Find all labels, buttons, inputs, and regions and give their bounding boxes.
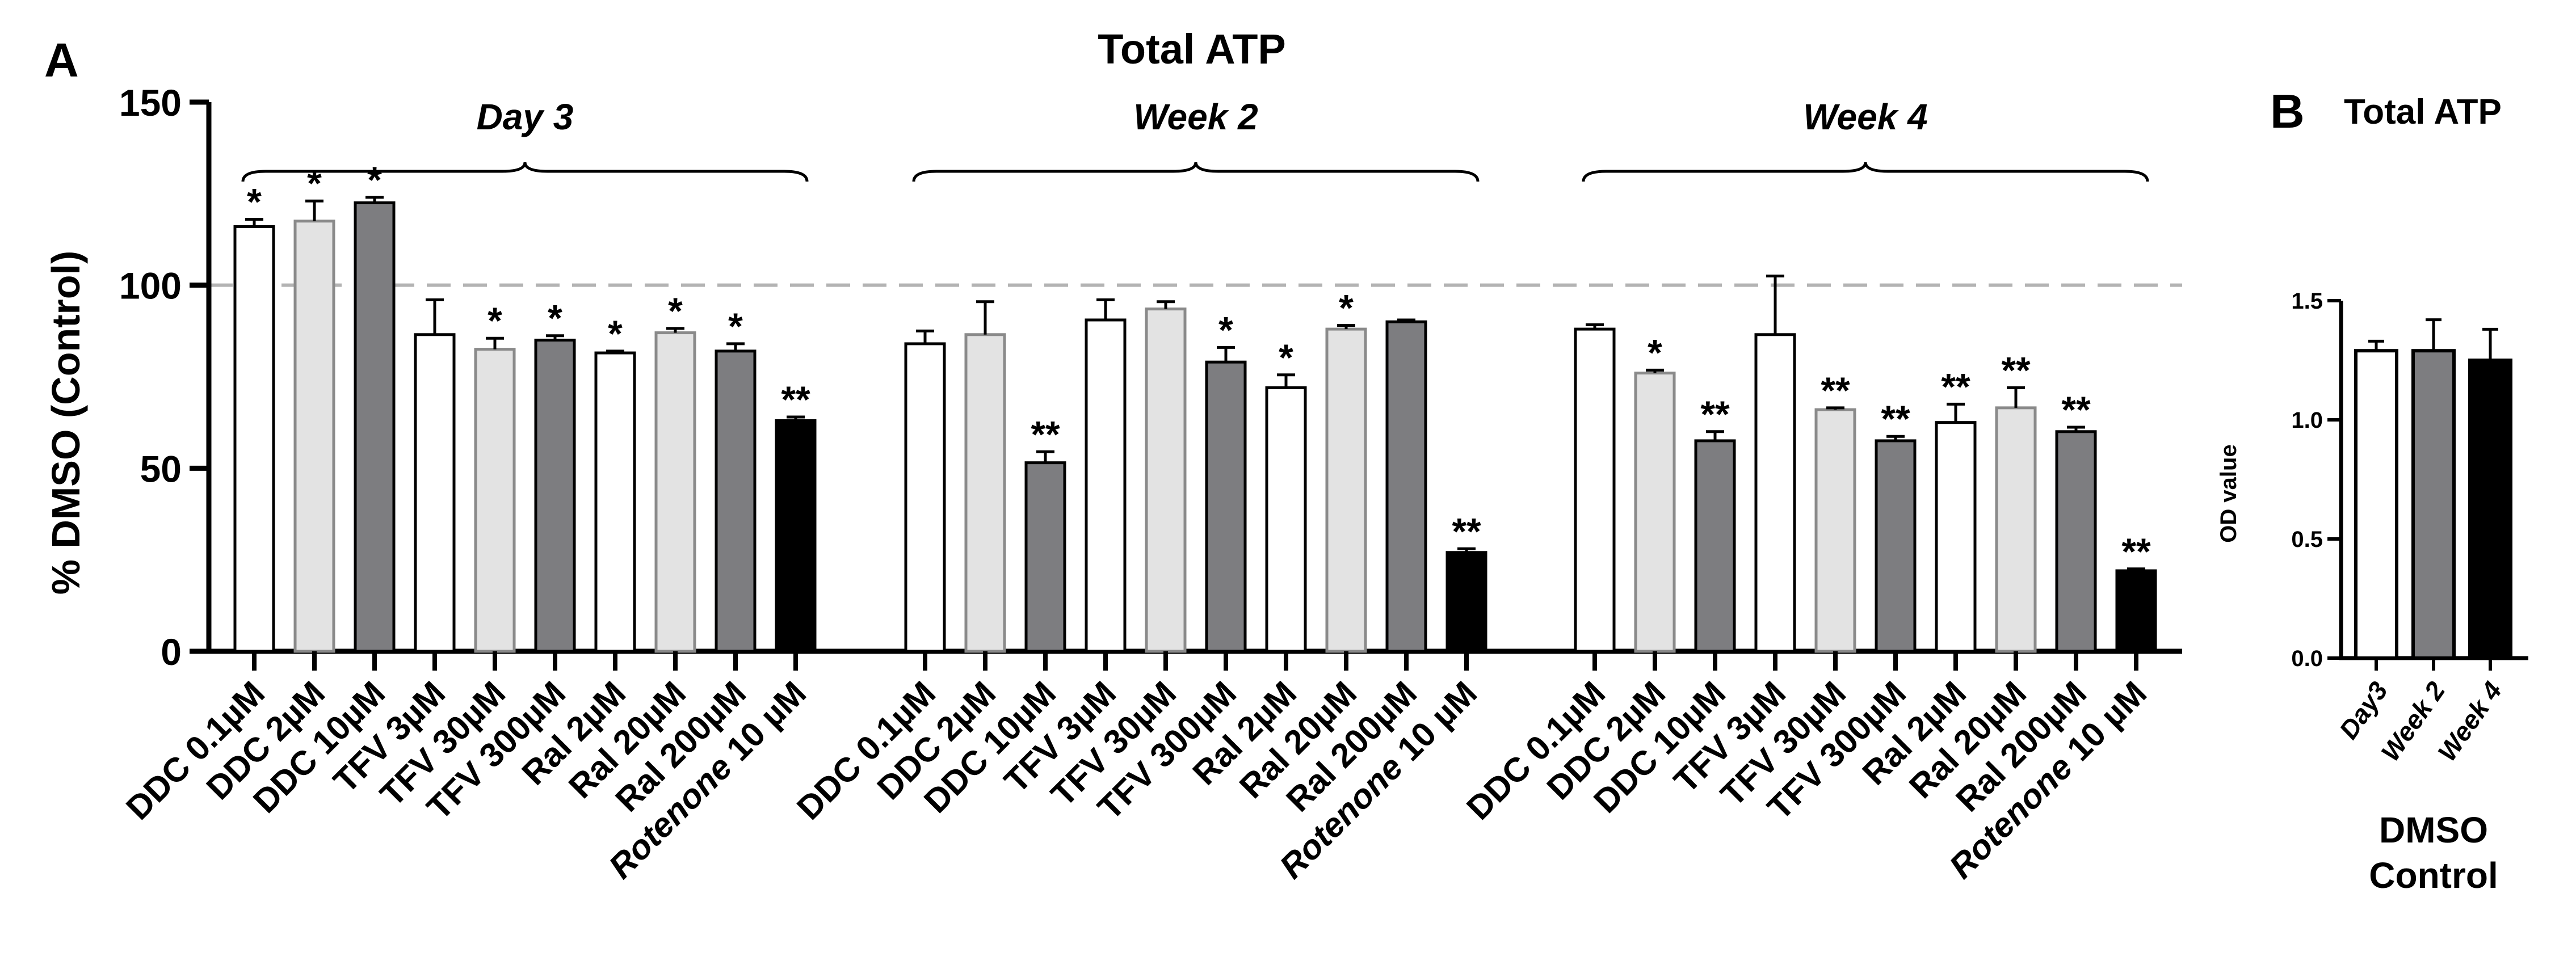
significance-marker: *: [247, 181, 262, 223]
bar: [1385, 320, 1427, 653]
significance-marker: *: [548, 297, 562, 339]
bar: [293, 220, 335, 653]
bar: [1634, 372, 1676, 653]
bar: [1445, 551, 1487, 653]
significance-marker: **: [1031, 413, 1060, 455]
y-tick-label: 100: [119, 265, 182, 307]
significance-marker: **: [1821, 369, 1850, 411]
bar: [1875, 439, 1917, 653]
significance-marker: **: [1941, 365, 1970, 407]
significance-marker: *: [1279, 336, 1293, 378]
significance-marker: *: [728, 305, 743, 347]
panel-b-title: Total ATP: [2344, 92, 2502, 132]
panel-a-title: Total ATP: [1098, 26, 1286, 73]
panel-a-label: A: [44, 33, 79, 87]
significance-marker: *: [1339, 287, 1354, 329]
significance-marker: **: [1881, 398, 1910, 440]
panel-b-y-tick-label: 0.5: [2291, 527, 2323, 552]
group-label: Day 3: [477, 96, 574, 137]
bar: [414, 333, 456, 653]
significance-marker: *: [307, 162, 322, 204]
significance-marker: *: [488, 300, 502, 342]
significance-marker: **: [1700, 393, 1730, 435]
group-bracket: [1582, 162, 2149, 182]
panel-b-x-axis-label-line-1: DMSO: [2379, 810, 2488, 850]
significance-marker: *: [1218, 309, 1233, 351]
significance-marker: **: [1452, 510, 1481, 552]
group-bracket: [241, 162, 809, 182]
group-label: Week 4: [1803, 96, 1927, 137]
bar: [354, 201, 396, 653]
significance-marker: **: [2001, 349, 2031, 391]
bar: [1085, 318, 1127, 653]
significance-marker: *: [367, 159, 382, 201]
significance-marker: *: [668, 290, 683, 332]
panel-a-y-axis-label: % DMSO (Control): [44, 251, 88, 595]
bar: [1814, 408, 1856, 653]
panel-b-label: B: [2270, 85, 2305, 138]
group-bracket: [912, 162, 1480, 182]
panel-b-bar: [2411, 349, 2456, 660]
group-label: Week 2: [1133, 96, 1258, 137]
panel-b-y-axis-label: OD value: [2216, 444, 2241, 542]
panel-b-x-axis-label-line-2: Control: [2369, 855, 2498, 896]
significance-marker: *: [608, 313, 623, 355]
bar: [964, 333, 1006, 653]
significance-marker: **: [781, 378, 810, 420]
bar: [1574, 327, 1616, 653]
bar: [1694, 439, 1736, 653]
bar: [2055, 430, 2097, 653]
bar: [1995, 406, 2037, 653]
panel-b-bar: [2468, 359, 2512, 660]
bar: [715, 349, 757, 653]
panel-b-x-tick-label: Day3: [2334, 676, 2394, 744]
bar: [1205, 360, 1247, 653]
panel-b-bar: [2354, 349, 2398, 660]
significance-marker: **: [2061, 389, 2091, 431]
y-tick-label: 150: [119, 82, 182, 124]
bar: [904, 342, 946, 653]
bar: [1754, 333, 1796, 653]
y-tick-label: 50: [140, 448, 182, 490]
bar: [775, 419, 817, 653]
bar: [1325, 327, 1367, 653]
panel-b-y-tick-label: 0.0: [2291, 646, 2323, 671]
panel-b-y-tick-label: 1.5: [2291, 289, 2323, 314]
y-tick-label: 0: [161, 631, 182, 673]
bar: [1145, 307, 1187, 653]
bar: [594, 351, 636, 653]
significance-marker: **: [2121, 530, 2151, 572]
bar: [1265, 386, 1307, 653]
significance-marker: *: [1648, 331, 1662, 373]
bar: [1935, 421, 1977, 653]
bar: [233, 225, 275, 653]
bar: [2115, 569, 2157, 653]
panel-b-y-tick-label: 1.0: [2291, 408, 2323, 433]
bar: [1024, 461, 1066, 653]
bar: [654, 331, 696, 653]
bar: [534, 338, 576, 653]
bar: [474, 348, 516, 653]
